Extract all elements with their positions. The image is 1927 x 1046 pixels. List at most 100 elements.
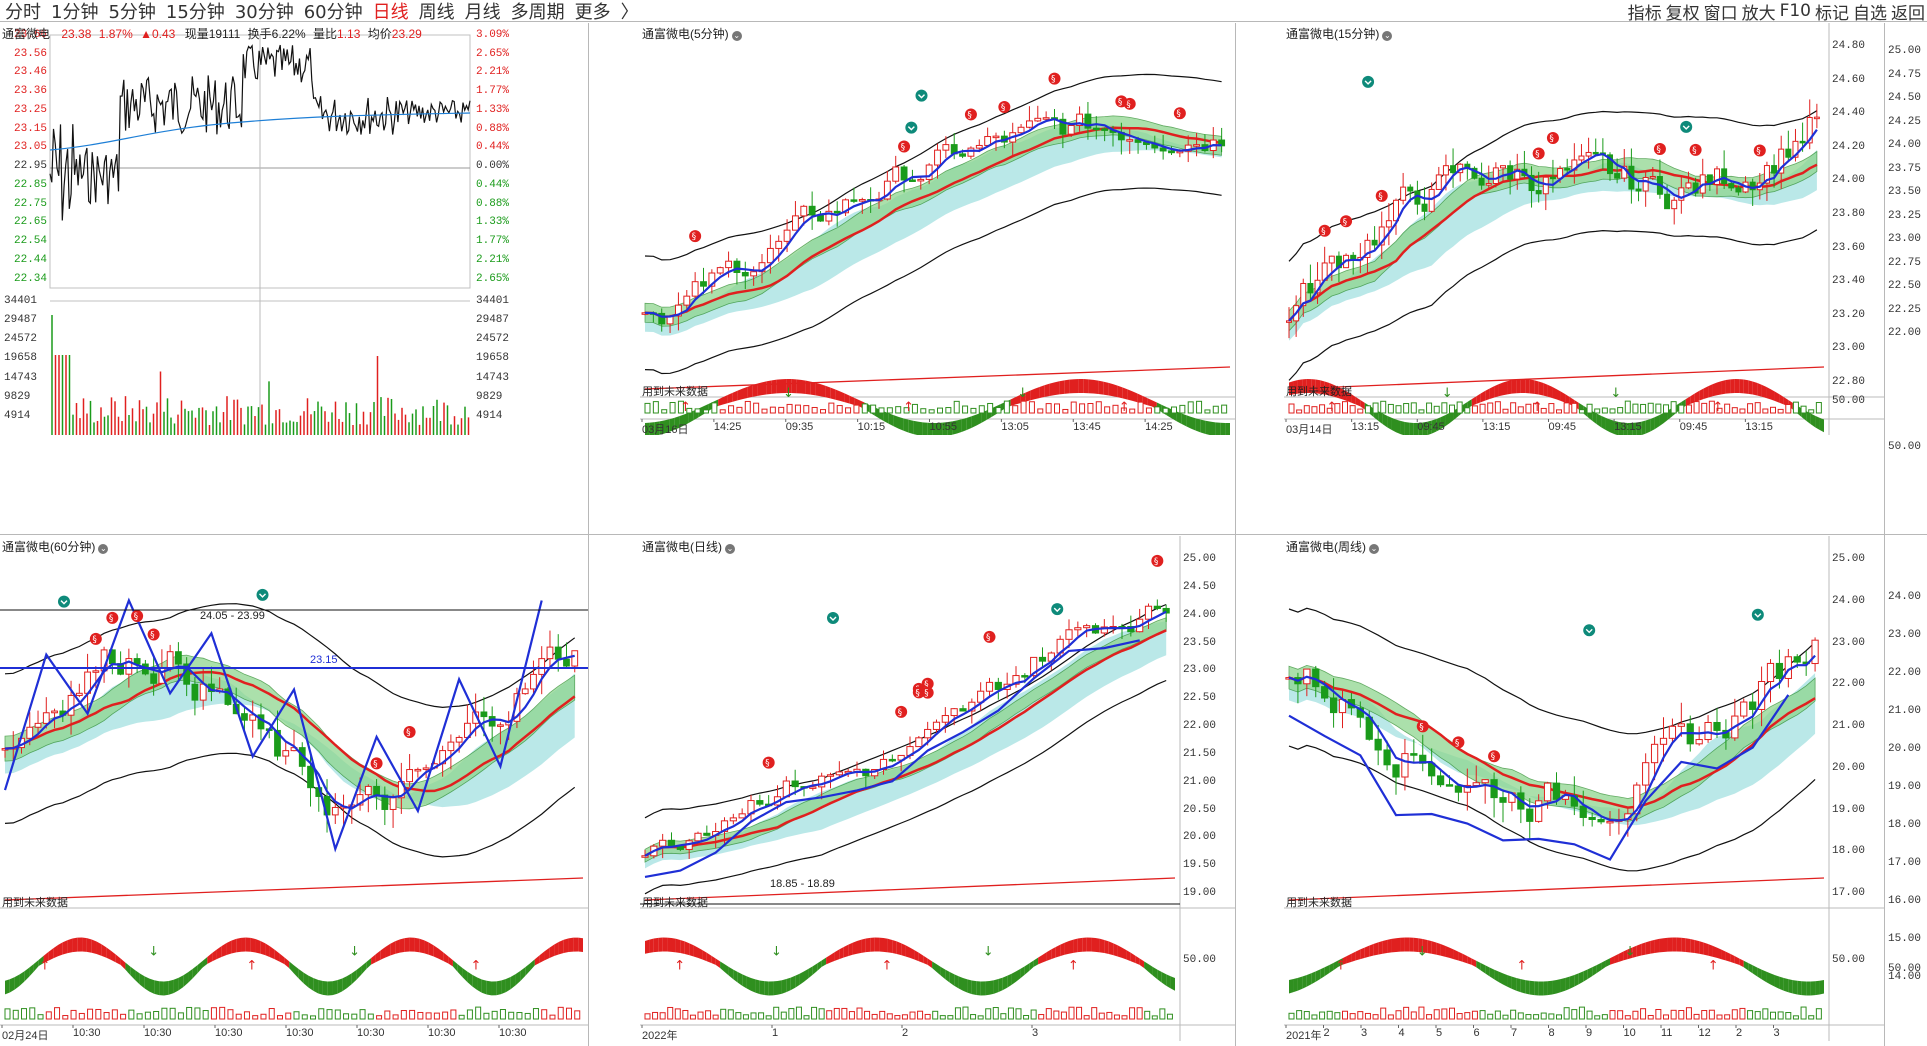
signal-marker-glyph: § [986,633,991,643]
oscillator-wave [645,939,650,954]
oscillator-bar [828,402,835,414]
oscillator-bar [1655,1008,1662,1020]
volume-axis-left-label: 34401 [4,295,38,307]
period-tab[interactable]: 分时 [5,2,41,23]
oscillator-wave [1422,938,1428,954]
period-tabs: 分时 1分钟 5分钟 15分钟 30分钟 60分钟 日线 周线 月线 多周期 更多〉 [0,0,644,23]
oscillator-wave [544,947,550,961]
tick-right-axis-label: 1.77% [476,235,510,248]
candle-body [1100,626,1108,634]
price-axis-label: 17.00 [1832,887,1866,899]
candle-body [1328,255,1335,264]
volume-axis-right-label: 9829 [476,390,503,403]
price-axis-label: 19.00 [1183,887,1217,899]
price-axis-label: 24.00 [1183,608,1217,621]
candle-body [959,153,966,157]
period-tab[interactable]: 60分钟 [303,2,363,23]
toolbar-action[interactable]: 窗口 [1703,3,1738,24]
oscillator-wave [520,967,526,981]
oscillator-wave [737,972,743,986]
candle-body [521,688,529,695]
period-tab[interactable]: 更多 [574,2,611,23]
period-tab[interactable]: 1分钟 [51,2,99,23]
period-tab[interactable]: 30分钟 [234,2,294,23]
candle-body [75,692,83,696]
settings-dropdown-icon[interactable]: ⌄ [725,544,735,554]
oscillator-wave [62,940,68,955]
tick-left-axis-label: 22.44 [14,253,48,266]
oscillator-bar [1693,1013,1700,1020]
signal-marker-glyph: § [1154,557,1159,567]
oscillator-wave [221,943,227,957]
chart-panel-60min[interactable]: 通富微电(60分钟) ⌄ § § § § § § ↑ ↓ ↑ ↓ ↑ 用到未来数据 02月24日 10:30 1… [0,536,588,1041]
settings-dropdown-icon[interactable]: ⌄ [1382,31,1393,41]
oscillator-bar [1060,1011,1067,1020]
toolbar-action[interactable]: 指标 [1627,3,1662,24]
toolbar-action[interactable]: 自选 [1853,3,1887,24]
settings-dropdown-icon[interactable]: ⌄ [731,31,742,41]
period-tab[interactable]: 日线 [372,2,409,23]
period-tab[interactable]: 15分钟 [165,2,225,23]
oscillator-wave [1632,422,1637,435]
oscillator-bar [210,1007,217,1020]
signal-marker-glyph: § [1176,109,1181,119]
settings-dropdown-icon[interactable]: ⌄ [98,544,109,554]
oscillator-bar [894,1015,901,1020]
oscillator-bar [886,407,893,414]
settings-dropdown-icon[interactable]: ⌄ [1369,544,1379,554]
signal-marker-icon [147,628,160,641]
oscillator-bar [1076,1006,1083,1020]
oscillator-wave [861,938,866,953]
arrow-up-icon: ↑ [1712,400,1723,415]
oscillator-bar [227,1009,234,1020]
candle-body [1792,140,1799,158]
toolbar-action[interactable]: 返回 [1891,3,1925,24]
toolbar-action[interactable]: 放大 [1741,3,1776,24]
oscillator-bar [87,1008,94,1020]
oscillator-bar [870,404,877,414]
oscillator-wave [1592,411,1597,425]
oscillator-wave [1104,939,1109,955]
oscillator-bar [144,1011,151,1020]
price-axis-label: 21.50 [1183,747,1217,760]
chart-panel-15min[interactable]: 通富微电(15分钟) ⌄ § § § § § § § § ↑ ↓ ↑ ↓ ↑ 用到未来数据 24.80 24.60… [1284,23,1884,435]
oscillator-wave [954,974,959,989]
oscillator-wave [791,379,797,394]
oscillator-wave [24,967,30,982]
oscillator-axis-label: 50.00 [1832,953,1866,966]
candle-body [720,820,729,833]
toolbar-action[interactable]: 标记 [1815,3,1849,24]
chart-panel-weekly[interactable]: 通富微电(周线) ⌄ § § § ↑ ↓ ↑ ↓ ↑ 用到未来数据 25.00 24.00 23.00 22… [1284,536,1884,1041]
chart-panel-5min[interactable]: 通富微电(5分钟) ⌄ § § § § § § § § ↑ ↓ ↑ ↓ ↑ 用到未来数据 03月16日 14:25… [640,23,1235,435]
oscillator-bar [1179,404,1186,414]
oscillator-wave [322,981,328,996]
oscillator-wave [1049,382,1055,396]
oscillator-wave [905,945,910,958]
toolbar-action[interactable]: F10 [1779,1,1811,21]
signal-marker-icon [898,140,911,153]
oscillator-wave [188,968,193,983]
chart-panel-daily[interactable]: 通富微电(日线)⌄§§§§§§§§↑↓↑↓↑用到未来数据25.0024.5024… [640,536,1235,1041]
oscillator-wave [1739,379,1744,394]
oscillator-wave [395,939,400,954]
oscillator-wave [952,420,957,435]
period-tab[interactable]: 5分钟 [108,2,156,23]
toolbar-action[interactable]: 复权 [1665,3,1700,24]
candle-body [389,797,397,810]
tick-chart-panel[interactable]: 通富微电 23.38 1.87% ▲0.43 现量19111 换手6.22% 量… [0,23,519,435]
oscillator-wave [1471,958,1477,968]
oscillator-bar [1196,400,1203,414]
period-tab[interactable]: 月线 [464,2,501,23]
period-tab[interactable]: 周线 [418,2,455,23]
oscillator-wave [1186,415,1191,429]
oscillator-wave [654,421,660,435]
price-axis-label: 23.00 [1832,636,1866,649]
oscillator-wave [1507,380,1512,395]
oscillator-wave [1721,949,1726,961]
oscillator-bar [1054,403,1060,414]
chevron-right-icon[interactable]: 〉 [620,2,639,23]
oscillator-bar [1739,1007,1746,1020]
oscillator-wave [857,939,862,954]
oscillator-wave [1703,386,1709,400]
period-tab[interactable]: 多周期 [510,2,565,23]
